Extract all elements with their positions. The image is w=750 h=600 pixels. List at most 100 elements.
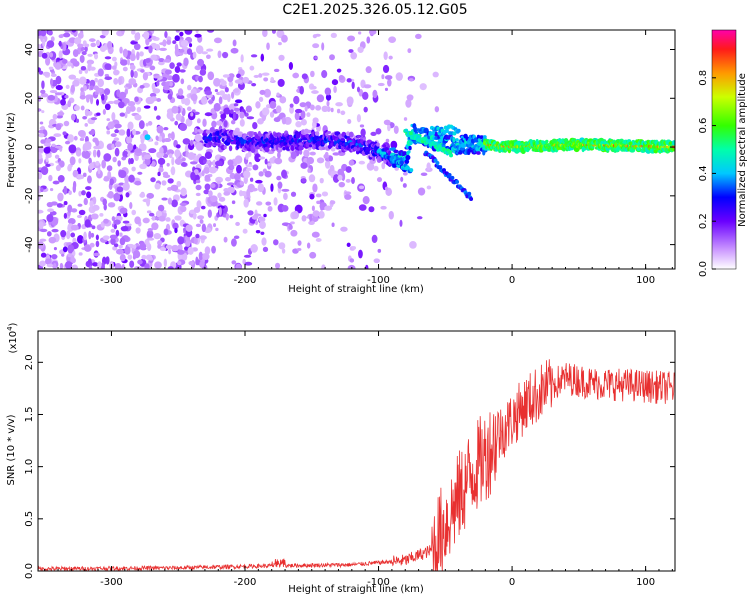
spectrogram-xlabel: Height of straight line (km) (288, 284, 424, 295)
spectrogram-cell (87, 53, 93, 57)
spectrogram-cell (44, 258, 52, 265)
spectrogram-cell (194, 127, 198, 134)
spectrogram-cell (162, 171, 169, 177)
colorbar-tick-label: 0.4 (698, 165, 709, 181)
spectrogram-cell (89, 95, 94, 105)
spectrogram-cell (245, 167, 252, 171)
spectrogram-cell (52, 263, 57, 269)
spectrogram-cell (255, 179, 263, 184)
spectrogram-cell (201, 96, 208, 105)
spectrogram-cell (104, 63, 112, 70)
spectrogram-cell (236, 73, 241, 79)
spectrogram-cell (204, 151, 213, 160)
spectrogram-cell (119, 46, 123, 54)
spectrogram-cell (373, 258, 380, 264)
spectrogram-xtick-label: -300 (100, 275, 123, 286)
spectrogram-cell (290, 151, 297, 160)
spectrogram-cell (129, 64, 136, 71)
spectrogram-cell (450, 175, 455, 180)
spectrogram-cell (63, 185, 68, 195)
spectrogram-cell (118, 101, 125, 109)
spectrogram-cell (243, 170, 251, 179)
spectrogram-cell (195, 179, 201, 184)
spectrogram-cell (43, 142, 51, 147)
spectrogram-cell (276, 92, 280, 97)
spectrogram-cell (175, 113, 182, 121)
spectrogram-cell (99, 45, 107, 52)
spectrogram-cell (67, 100, 72, 108)
spectrogram-cell (195, 192, 201, 197)
spectrogram-cell (158, 135, 163, 142)
spectrogram-cell (223, 145, 227, 150)
spectrogram-cell (352, 246, 357, 250)
spectrogram-cell (376, 177, 383, 183)
spectrogram-cell (79, 54, 85, 63)
spectrogram-cell (210, 183, 216, 189)
spectrogram-cell (281, 117, 287, 125)
spectrogram-cell (164, 30, 168, 39)
spectrogram-cell (83, 244, 92, 252)
spectrogram-cell (70, 84, 76, 93)
spectrogram-cell (321, 105, 329, 113)
spectrogram-cell (113, 223, 118, 230)
spectrogram-cell (207, 100, 214, 104)
spectrogram-cell (87, 175, 92, 184)
spectrogram-cell (194, 33, 202, 38)
spectrogram-cell (267, 205, 273, 212)
spectrogram-cell (78, 190, 82, 197)
spectrogram-cell (121, 264, 126, 269)
spectrogram-cell (222, 74, 230, 78)
spectrogram-cell (97, 78, 104, 88)
spectrogram-cell (95, 99, 100, 106)
spectrogram-cell (405, 99, 412, 108)
spectrogram-cell (276, 175, 282, 181)
spectrogram-cell (134, 180, 142, 186)
spectrogram-cell (347, 264, 356, 269)
spectrogram-cell (68, 74, 77, 80)
spectrogram-cell (388, 55, 393, 60)
spectrogram-cell (225, 213, 229, 221)
spectrogram-cell (81, 51, 87, 56)
spectrogram-cell (190, 88, 197, 96)
spectrogram-cell (137, 259, 143, 265)
spectrogram-cell (264, 158, 268, 165)
spectrogram-cell (52, 113, 58, 120)
spectrogram-cell (72, 79, 80, 87)
spectrogram-cell (179, 202, 188, 207)
spectrogram-cell (311, 231, 320, 238)
spectrogram-cell (155, 135, 159, 141)
spectrogram-cell (100, 93, 105, 101)
spectrogram-cell (103, 153, 112, 162)
spectrogram-cell (318, 210, 325, 219)
spectrogram-cell (130, 41, 138, 45)
spectrogram-cell (390, 155, 395, 160)
spectrogram-cell (258, 171, 264, 177)
spectrogram-cell (351, 176, 355, 185)
spectrogram-cell (107, 190, 114, 199)
spectrogram-cell (67, 245, 73, 254)
spectrogram-cell (206, 48, 214, 52)
spectrogram-cell (118, 244, 123, 249)
spectrogram-cell (232, 88, 240, 93)
spectrogram-cell (243, 198, 249, 208)
spectrogram-cell (346, 78, 352, 83)
spectrogram-cell (195, 184, 202, 191)
spectrogram-cell (115, 248, 124, 255)
spectrogram-cell (134, 148, 142, 154)
spectrogram-cell (288, 224, 293, 230)
spectrogram-cell (122, 48, 128, 58)
spectrogram-cell (235, 263, 242, 269)
spectrogram-cell (258, 96, 264, 102)
spectrogram-cell (370, 131, 377, 136)
spectrogram-cell (125, 223, 132, 227)
spectrogram-cell (66, 230, 71, 240)
spectrogram-cell (377, 248, 382, 253)
spectrogram-cell (452, 136, 456, 143)
spectrogram-cell (157, 243, 162, 249)
spectrogram-cell (252, 164, 259, 171)
spectrogram-cell (213, 102, 221, 112)
snr-xlabel: Height of straight line (km) (288, 584, 424, 595)
spectrogram-cell (158, 60, 165, 66)
spectrogram-cell (162, 39, 167, 47)
